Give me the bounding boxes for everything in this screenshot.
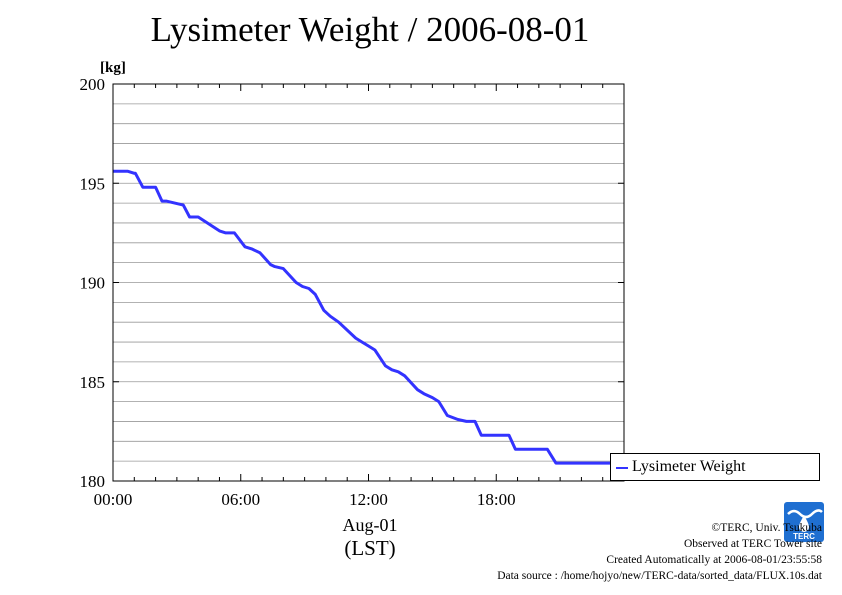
logo-text: TERC <box>793 532 815 541</box>
legend-line-swatch <box>616 467 628 469</box>
axes: 180 185 190 195 200 00:00 06:00 12:00 18:00 <box>80 75 624 509</box>
x-tick-label: 06:00 <box>221 490 260 509</box>
created-text: Created Automatically at 2006-08-01/23:5… <box>606 554 822 566</box>
copyright-text: ©TERC, Univ. Tsukuba <box>711 522 822 534</box>
x-date-label: Aug-01 <box>343 515 398 535</box>
observed-text: Observed at TERC Tower site <box>683 538 822 550</box>
chart-title: Lysimeter Weight / 2006-08-01 <box>150 10 590 49</box>
x-timezone-label: (LST) <box>344 536 395 560</box>
x-tick-label: 18:00 <box>477 490 516 509</box>
x-tick-label: 12:00 <box>349 490 388 509</box>
y-tick-label: 200 <box>80 75 106 94</box>
legend: Lysimeter Weight <box>610 453 820 481</box>
y-unit-label: [kg] <box>100 60 126 76</box>
series-layer <box>113 169 622 465</box>
credits: ©TERC, Univ. Tsukuba Observed at TERC To… <box>497 520 822 584</box>
y-tick-label: 195 <box>80 174 106 193</box>
legend-label: Lysimeter Weight <box>632 458 746 475</box>
x-tick-label: 00:00 <box>94 490 133 509</box>
series-line-lysimeter-weight <box>113 169 622 465</box>
terc-logo-icon: TERC <box>784 502 824 542</box>
grid <box>113 103 624 462</box>
y-tick-label: 185 <box>80 373 106 392</box>
y-tick-label: 180 <box>80 472 106 491</box>
y-tick-label: 190 <box>80 274 106 293</box>
source-text: Data source : /home/hojyo/new/TERC-data/… <box>497 570 822 582</box>
